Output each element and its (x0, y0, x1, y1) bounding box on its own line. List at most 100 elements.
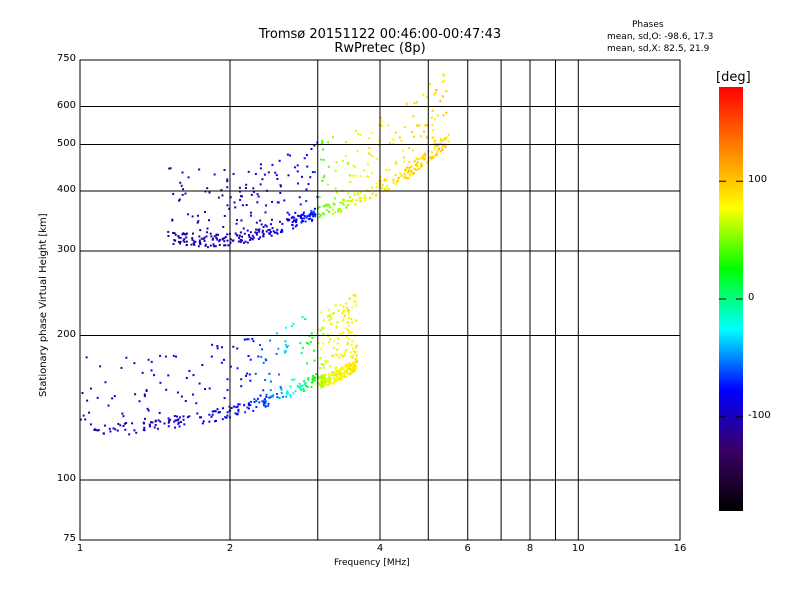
data-point (165, 388, 168, 391)
data-point (242, 241, 245, 244)
data-point (342, 331, 345, 334)
data-point (359, 133, 362, 136)
data-point (198, 235, 201, 238)
data-point (335, 326, 338, 329)
data-point (174, 426, 177, 429)
data-point (340, 367, 343, 370)
data-point (354, 361, 357, 364)
data-point (215, 236, 218, 239)
data-point (206, 231, 209, 234)
data-point (398, 136, 401, 139)
data-point (321, 212, 324, 215)
data-point (310, 385, 313, 388)
data-point (154, 423, 157, 426)
data-point (289, 396, 292, 399)
data-point (268, 396, 271, 399)
data-point (292, 227, 295, 230)
data-point (261, 229, 264, 232)
data-point (343, 365, 346, 368)
data-point (432, 136, 435, 139)
data-point (305, 341, 308, 344)
data-point (404, 169, 407, 172)
data-point (423, 157, 426, 160)
data-point (345, 205, 348, 208)
data-point (269, 223, 272, 226)
data-point (300, 213, 303, 216)
data-point (311, 378, 314, 381)
data-point (301, 346, 304, 349)
data-point (314, 213, 317, 216)
data-point (180, 184, 183, 187)
data-point (394, 160, 397, 163)
data-point (174, 419, 177, 422)
data-point (269, 395, 272, 398)
y-tick-label: 500 (56, 137, 76, 149)
data-point (351, 321, 354, 324)
data-point (346, 162, 349, 165)
data-point (415, 101, 418, 104)
data-point (321, 377, 324, 380)
data-point (416, 161, 419, 164)
data-point (322, 205, 325, 208)
data-point (304, 381, 307, 384)
data-point (358, 199, 361, 202)
data-point (173, 232, 176, 235)
data-point (223, 240, 226, 243)
data-point (285, 395, 288, 398)
data-point (412, 115, 415, 118)
x-axis-label: Frequency [MHz] (334, 558, 410, 568)
data-point (209, 232, 212, 235)
data-point (339, 201, 342, 204)
data-point (392, 178, 395, 181)
data-point (409, 172, 412, 175)
data-point (413, 167, 416, 170)
data-point (433, 93, 436, 96)
data-point (294, 211, 297, 214)
data-point (342, 373, 345, 376)
data-point (200, 237, 203, 240)
data-point (172, 193, 175, 196)
data-point (368, 137, 371, 140)
data-point (169, 418, 172, 421)
data-point (96, 429, 99, 432)
data-point (337, 377, 340, 380)
data-point (207, 219, 210, 222)
data-point (241, 239, 244, 242)
data-point (334, 187, 337, 190)
data-point (332, 377, 335, 380)
data-point (431, 151, 434, 154)
data-point (354, 346, 357, 349)
data-point (345, 349, 348, 352)
data-point (351, 306, 354, 309)
data-point (196, 214, 199, 217)
data-point (309, 176, 312, 179)
data-point (256, 397, 259, 400)
data-point (229, 196, 232, 199)
data-point (256, 201, 259, 204)
data-point (328, 380, 331, 383)
data-point (305, 216, 308, 219)
data-point (349, 367, 352, 370)
data-point (349, 372, 352, 375)
chart-title: Tromsø 20151122 00:46:00-00:47:43 (258, 27, 502, 42)
data-point (317, 383, 320, 386)
data-point (237, 408, 240, 411)
data-point (300, 175, 303, 178)
data-point (337, 376, 340, 379)
legend-line-x: mean, sd,X: 82.5, 21.9 (607, 44, 710, 54)
data-point (216, 347, 219, 350)
data-point (299, 342, 302, 345)
data-point (425, 96, 428, 99)
x-tick-label: 10 (571, 543, 585, 554)
data-point (226, 239, 229, 242)
data-point (232, 172, 235, 175)
data-point (354, 351, 357, 354)
data-point (298, 215, 301, 218)
data-point (279, 231, 282, 234)
data-point (445, 136, 448, 139)
data-point (306, 385, 309, 388)
data-point (309, 213, 312, 216)
data-point (81, 391, 84, 394)
data-point (320, 142, 323, 145)
data-point (345, 302, 348, 305)
